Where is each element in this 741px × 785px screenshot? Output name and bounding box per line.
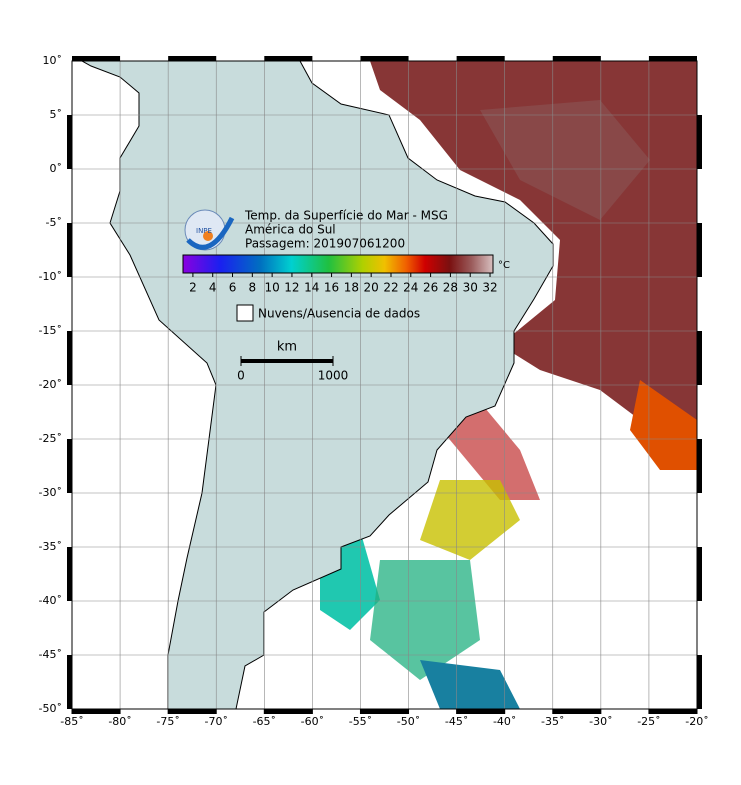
border-segment: [360, 709, 409, 714]
border-segment: [67, 439, 72, 493]
border-segment: [67, 331, 72, 385]
border-segment: [552, 709, 601, 714]
lat-tick-label: -35˚: [39, 540, 62, 553]
border-segment: [264, 56, 313, 61]
colorbar-tick-label: 20: [364, 281, 379, 295]
lon-tick-label: -60˚: [301, 715, 324, 728]
border-segment: [697, 331, 702, 385]
border-segment: [168, 709, 217, 714]
border-segment: [697, 439, 702, 493]
map-area: [72, 61, 697, 709]
border-segment: [648, 709, 697, 714]
border-segment: [168, 56, 217, 61]
colorbar-tick-label: 32: [482, 281, 497, 295]
lat-tick-label: 5˚: [50, 108, 63, 121]
scale-ticks: 0 1000: [237, 356, 348, 383]
border-segment: [360, 56, 409, 61]
colorbar-tick-label: 8: [249, 281, 257, 295]
lat-tick-label: -25˚: [39, 432, 62, 445]
border-segment: [67, 223, 72, 277]
scale-bar: [241, 359, 333, 363]
lat-tick-label: 10˚: [43, 54, 63, 67]
lat-tick-label: -45˚: [39, 648, 62, 661]
no-data-swatch: [236, 304, 254, 322]
colorbar-tick-label: 16: [324, 281, 339, 295]
lon-tick-label: -55˚: [349, 715, 372, 728]
colorbar-tick-label: 4: [209, 281, 217, 295]
border-segment: [72, 56, 121, 61]
lon-tick-label: -70˚: [204, 715, 227, 728]
border-segment: [697, 547, 702, 601]
lon-tick-label: -30˚: [589, 715, 612, 728]
frame-border: [67, 56, 702, 714]
colorbar-tick-label: 14: [304, 281, 319, 295]
colorbar-tick-label: 12: [284, 281, 299, 295]
no-data-label: Nuvens/Ausencia de dados: [258, 307, 420, 321]
border-segment: [697, 655, 702, 709]
colorbar: [182, 254, 494, 274]
lon-tick-label: -50˚: [397, 715, 420, 728]
border-segment: [648, 56, 697, 61]
border-segment: [697, 223, 702, 277]
lat-tick-label: -10˚: [39, 270, 62, 283]
logo-text: INPE: [196, 227, 212, 235]
lon-tick-label: -45˚: [445, 715, 468, 728]
colorbar-tick-label: 28: [443, 281, 458, 295]
border-segment: [264, 709, 313, 714]
border-segment: [72, 709, 121, 714]
scale-tick-label: 1000: [318, 369, 349, 383]
border-segment: [456, 56, 505, 61]
lon-tick-label: -35˚: [541, 715, 564, 728]
border-segment: [67, 655, 72, 709]
lat-tick-label: -50˚: [39, 702, 62, 715]
lon-tick-label: -40˚: [493, 715, 516, 728]
colorbar-unit: °C: [498, 260, 510, 271]
lon-tick-label: -25˚: [637, 715, 660, 728]
lat-tick-label: -15˚: [39, 324, 62, 337]
colorbar-tick-label: 26: [423, 281, 438, 295]
lon-tick-label: -80˚: [108, 715, 131, 728]
colorbar-tick-label: 10: [264, 281, 279, 295]
lat-tick-label: 0˚: [50, 162, 63, 175]
lat-tick-label: -30˚: [39, 486, 62, 499]
scale-tick-label: 0: [237, 369, 245, 383]
grid: [72, 61, 697, 709]
border-segment: [552, 56, 601, 61]
border-segment: [67, 547, 72, 601]
border-segment: [697, 115, 702, 169]
lon-tick-label: -20˚: [685, 715, 708, 728]
lat-tick-label: -40˚: [39, 594, 62, 607]
lon-tick-label: -65˚: [253, 715, 276, 728]
lat-tick-label: -20˚: [39, 378, 62, 391]
border-segment: [67, 115, 72, 169]
pass-time: Passagem: 201907061200: [245, 237, 405, 251]
scale-unit: km: [277, 340, 297, 355]
colorbar-tick-label: 18: [344, 281, 359, 295]
lon-tick-label: -85˚: [60, 715, 83, 728]
colorbar-tick-label: 2: [189, 281, 197, 295]
logo: INPE: [184, 209, 235, 251]
colorbar-tick-label: 22: [383, 281, 398, 295]
colorbar-tick-label: 24: [403, 281, 418, 295]
region: América do Sul: [245, 223, 336, 237]
lat-tick-label: -5˚: [46, 216, 62, 229]
colorbar-tick-label: 30: [463, 281, 478, 295]
title: Temp. da Superfície do Mar - MSG: [244, 209, 448, 223]
colorbar-tick-label: 6: [229, 281, 237, 295]
border-segment: [456, 709, 505, 714]
lon-tick-label: -75˚: [156, 715, 179, 728]
